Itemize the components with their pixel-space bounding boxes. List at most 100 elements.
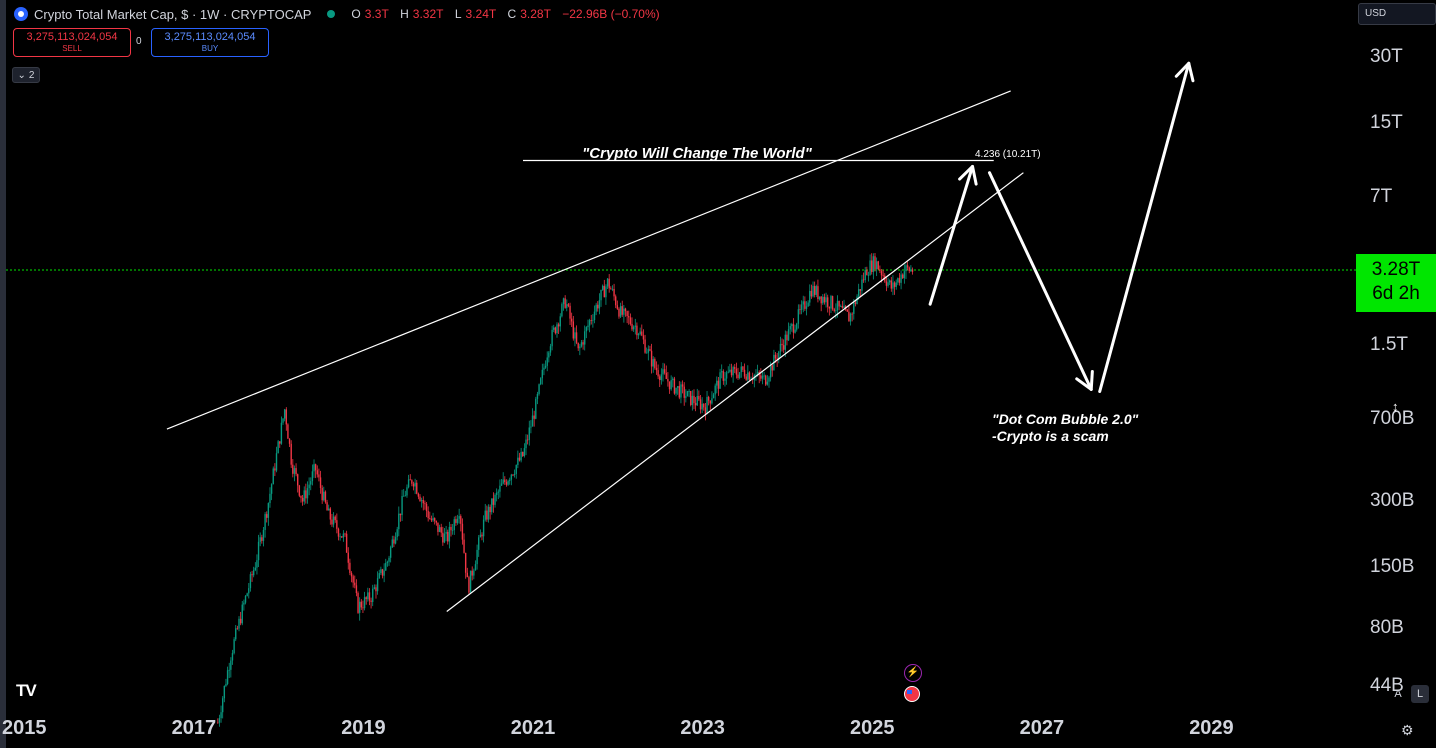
candle-body: [495, 492, 498, 495]
candle-body: [323, 491, 325, 501]
price-axis-label: 15T: [1370, 112, 1403, 134]
auto-scale-button[interactable]: A: [1394, 688, 1402, 700]
candle-body: [574, 332, 576, 339]
price-axis-label: 7T: [1370, 185, 1393, 207]
candle-body: [892, 282, 894, 289]
candle-body: [597, 304, 599, 309]
candle-body: [776, 358, 778, 360]
candle-body: [375, 587, 377, 592]
candle-body: [628, 316, 630, 318]
candle-body: [347, 552, 349, 563]
symbol-title[interactable]: Crypto Total Market Cap, $ · 1W · CRYPTO…: [34, 6, 312, 22]
candle-body: [246, 593, 248, 597]
candle-body: [499, 485, 501, 492]
candle-body: [556, 324, 558, 334]
projection-arrow-head-1: [958, 164, 978, 186]
candle-body: [248, 588, 250, 594]
candle-body: [251, 574, 253, 576]
time-axis-label: 2027: [1019, 717, 1065, 739]
candle-body: [660, 374, 663, 381]
candle-body: [406, 487, 408, 496]
candle-body: [305, 490, 307, 499]
candle-body: [598, 300, 601, 309]
candle-body: [513, 473, 516, 475]
currency-selector[interactable]: USD: [1358, 3, 1436, 25]
candle-body: [464, 552, 467, 573]
candle-body: [518, 457, 521, 461]
candle-body: [732, 367, 734, 376]
candle-body: [857, 289, 860, 297]
trendline-lower[interactable]: [446, 172, 1024, 612]
candle-body: [745, 376, 747, 380]
candle-body: [352, 576, 354, 583]
candle-body: [435, 520, 438, 523]
time-axis-label: 2021: [510, 717, 556, 739]
current-price-tag: 3.28T 6d 2h: [1356, 254, 1436, 312]
candle-body: [841, 305, 844, 308]
projection-arrow-3[interactable]: [1098, 61, 1191, 394]
candle-body: [668, 381, 671, 390]
bottom-annotation-line2: -Crypto is a scam: [992, 428, 1109, 444]
candle-body: [318, 474, 320, 478]
candle-body: [298, 485, 301, 496]
candle-body: [372, 588, 374, 602]
candle-body: [370, 600, 372, 602]
candle-body: [280, 422, 283, 444]
drawings-group[interactable]: [166, 61, 1195, 612]
candle-body: [478, 537, 480, 550]
candle-body: [871, 260, 873, 272]
buy-button[interactable]: 3,275,113,024,054 BUY: [151, 28, 269, 57]
us-flag-icon[interactable]: [904, 686, 920, 702]
candle-body: [712, 394, 715, 399]
candle-body: [688, 391, 690, 392]
candle-body: [717, 380, 720, 389]
indicators-toggle-button[interactable]: ⌄ 2: [12, 67, 40, 83]
candle-body: [610, 288, 612, 290]
candle-body: [880, 270, 883, 276]
candle-body: [765, 375, 767, 385]
projection-arrow-1[interactable]: [928, 164, 975, 306]
candle-body: [690, 391, 692, 406]
candle-body: [825, 297, 827, 303]
price-axis-label: 150B: [1370, 556, 1415, 578]
candle-body: [394, 537, 397, 544]
ohlc-low: 3.24T: [465, 7, 497, 21]
ohlc-values: O 3.3T H 3.32T L 3.24T C 3.28T −22.96B (−0.7…: [351, 7, 660, 21]
current-price: 3.28T: [1371, 259, 1421, 280]
candle-body: [220, 712, 222, 719]
candle-body: [616, 305, 619, 309]
candle-body: [809, 290, 811, 303]
candle-body: [416, 482, 418, 494]
candle-body: [644, 339, 646, 353]
candle-body: [902, 274, 904, 279]
candle-body: [538, 384, 540, 394]
sell-price: 3,275,113,024,054: [26, 31, 118, 43]
log-scale-button[interactable]: L: [1411, 685, 1429, 703]
candle-body: [306, 488, 309, 499]
sell-button[interactable]: 3,275,113,024,054 SELL: [13, 28, 131, 57]
candle-body: [738, 372, 741, 378]
trendline-upper[interactable]: [166, 90, 1011, 430]
projection-arrow-2[interactable]: [987, 171, 1093, 391]
candle-body: [266, 514, 268, 518]
candle-body: [639, 331, 641, 335]
tradingview-logo[interactable]: TV: [16, 681, 37, 700]
candle-body: [893, 282, 896, 287]
candle-body: [734, 367, 736, 369]
candle-body: [701, 403, 703, 410]
candle-body: [593, 311, 596, 320]
lightning-icon[interactable]: ⚡: [904, 664, 922, 682]
candle-body: [430, 518, 433, 521]
candle-body: [466, 572, 469, 578]
price-axis-label: 30T: [1370, 45, 1403, 67]
candle-body: [386, 561, 389, 563]
candle-body: [484, 510, 486, 520]
candle-body: [314, 464, 317, 471]
candle-body: [295, 468, 297, 475]
candle-body: [354, 582, 356, 586]
settings-icon[interactable]: ⚙: [1401, 722, 1414, 738]
candle-body: [703, 403, 705, 408]
candle-body: [249, 574, 252, 589]
